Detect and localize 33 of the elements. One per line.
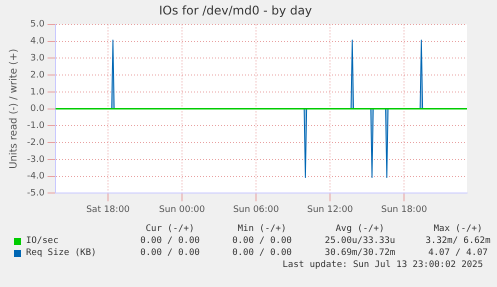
x-tick-label: Sun 18:00 [381, 204, 428, 215]
text: 0.00 / 0.00 [140, 248, 200, 258]
y-tick-label: 1.0 [30, 87, 45, 98]
text: 3.32m/ 6.62m [425, 236, 491, 246]
y-tick-label: 3.0 [30, 54, 45, 64]
text: 30.69m/30.72m [324, 248, 396, 258]
y-tick-label: -4.0 [27, 172, 45, 182]
text: 0.00 / 0.00 [140, 236, 200, 246]
x-tick-label: Sun 00:00 [159, 204, 206, 215]
y-tick-label: 2.0 [30, 70, 45, 80]
y-tick-label: 0.0 [30, 104, 45, 114]
legend-label: IO/sec [26, 236, 59, 246]
text: Max (-/+) [434, 224, 482, 234]
text: Avg (-/+) [336, 224, 384, 234]
text: 0.00 / 0.00 [232, 248, 292, 258]
text: 4.07 / 4.07 [428, 248, 488, 258]
text: 25.00u/33.33u [324, 236, 396, 246]
text: Min (-/+) [238, 224, 286, 234]
y-tick-label: -1.0 [27, 121, 45, 132]
y-tick-label: -2.0 [27, 138, 45, 148]
x-tick-label: Sun 12:00 [307, 204, 354, 215]
x-tick-label: Sat 18:00 [86, 204, 130, 215]
y-tick-label: 5.0 [30, 20, 45, 30]
y-axis-title: Units read (-) / write (+) [8, 48, 20, 169]
y-tick-label: 4.0 [30, 36, 45, 47]
text: Last update: Sun Jul 13 23:00:02 2025 [282, 260, 483, 270]
y-tick-label: -5.0 [27, 188, 45, 199]
y-tick-label: -3.0 [27, 154, 45, 165]
chart-title: IOs for /dev/md0 - by day [158, 3, 312, 18]
text: Cur (-/+) [146, 224, 194, 234]
x-tick-label: Sun 06:00 [233, 204, 280, 215]
text: 0.00 / 0.00 [232, 236, 292, 246]
legend-label: Req Size (KB) [26, 248, 96, 258]
